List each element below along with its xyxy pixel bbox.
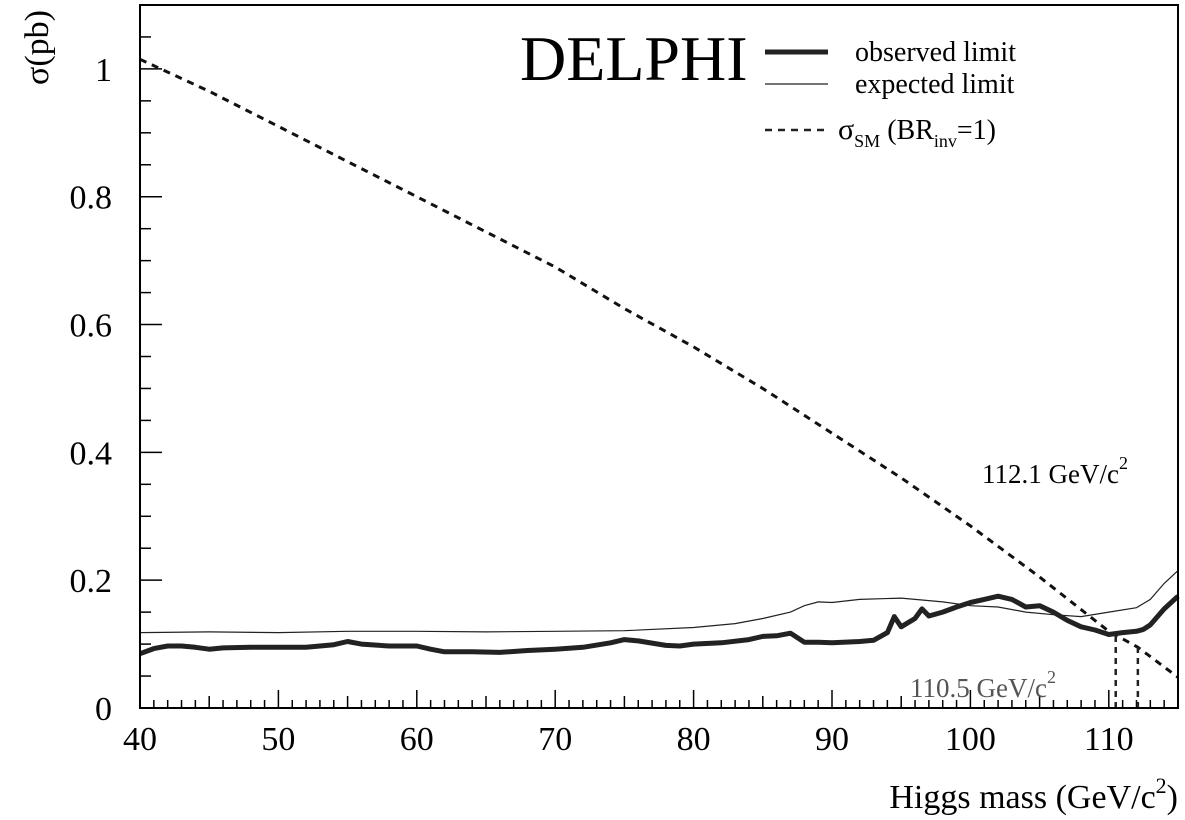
x-tick-label: 50 [261, 721, 295, 758]
series-line-thick [139, 593, 1180, 657]
y-axis-title: σ(pb) [19, 10, 56, 85]
x-tick-label: 100 [945, 721, 996, 758]
x-tick-label: 60 [400, 721, 434, 758]
x-tick-label: 110 [1084, 721, 1134, 758]
x-axis-title: Higgs mass (GeV/c2) [889, 773, 1178, 816]
y-tick-label: 0.4 [70, 435, 113, 472]
experiment-logo-text: DELPHI [520, 23, 748, 94]
ticks-layer: 40 50 60 70 80 90 100 110 0 0.2 0.4 0.6 0.8 1 [70, 4, 1179, 758]
annotation-layer [1114, 635, 1140, 708]
x-tick-label: 90 [815, 721, 849, 758]
annotation-expected-mass: 112.1 GeV/c2 [982, 453, 1128, 489]
y-tick-label: 0.8 [70, 180, 113, 217]
legend-label-sm: σSM (BRinv=1) [838, 113, 996, 151]
legend-label-observed: observed limit [855, 37, 1016, 68]
y-tick-label: 0.2 [70, 563, 113, 600]
legend: observed limit expected limit σSM (BRinv… [765, 37, 1016, 151]
series-layer [139, 57, 1180, 679]
series-line-dashed [139, 57, 1179, 679]
plot-frame [139, 4, 1179, 709]
annotation-observed-mass: 110.5 GeV/c2 [910, 667, 1056, 703]
y-tick-label: 0.6 [70, 308, 113, 345]
x-tick-label: 80 [677, 721, 711, 758]
legend-label-expected: expected limit [855, 69, 1015, 100]
series-line-thin [139, 570, 1179, 634]
x-tick-label: 70 [538, 721, 572, 758]
y-tick-label: 1 [95, 52, 112, 89]
x-tick-label: 40 [123, 721, 157, 758]
y-tick-label: 0 [95, 691, 112, 728]
